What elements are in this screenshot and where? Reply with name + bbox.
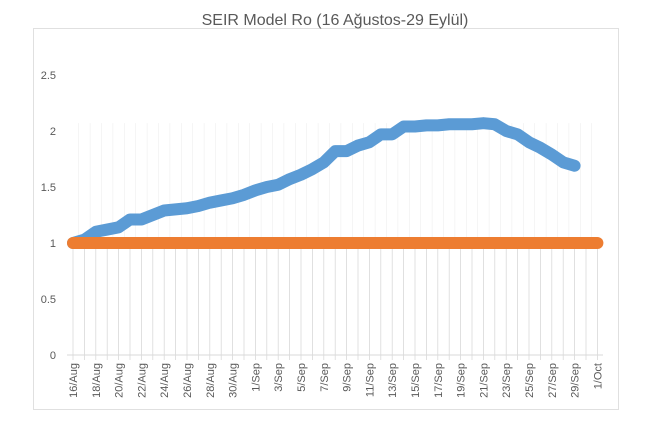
x-tick-label: 25/Sep xyxy=(524,363,536,398)
x-tick-label: 24/Aug xyxy=(159,363,171,398)
chart-title: SEIR Model Ro (16 Ağustos-29 Eylül) xyxy=(201,12,469,29)
series-line-ro xyxy=(67,117,581,249)
x-tick-label: 1/Oct xyxy=(592,363,604,389)
x-tick-label: 22/Aug xyxy=(136,363,148,398)
x-tick-label: 30/Aug xyxy=(228,363,240,398)
x-tick-label: 3/Sep xyxy=(273,363,285,392)
x-tick-label: 19/Sep xyxy=(456,363,468,398)
x-tick-label: 21/Sep xyxy=(478,363,490,398)
x-tick-label: 13/Sep xyxy=(387,363,399,398)
x-tick-label: 1/Sep xyxy=(250,363,262,392)
x-tick-label: 15/Sep xyxy=(410,363,422,398)
x-tick-label: 28/Aug xyxy=(205,363,217,398)
x-tick-label: 26/Aug xyxy=(182,363,194,398)
x-tick-label: 17/Sep xyxy=(433,363,445,398)
y-tick-label: 2.5 xyxy=(41,70,56,82)
y-tick-label: 0 xyxy=(50,350,56,362)
x-tick-label: 18/Aug xyxy=(91,363,103,398)
y-tick-label: 1.5 xyxy=(41,182,56,194)
x-tick-label: 11/Sep xyxy=(364,363,376,397)
x-tick-label: 16/Aug xyxy=(68,363,80,398)
x-tick-label: 5/Sep xyxy=(296,363,308,392)
y-tick-label: 0.5 xyxy=(41,294,56,306)
x-tick-label: 9/Sep xyxy=(342,363,354,392)
x-tick-label: 7/Sep xyxy=(319,363,331,392)
y-tick-label: 2 xyxy=(50,126,56,138)
x-tick-label: 20/Aug xyxy=(114,363,126,398)
x-tick-label: 23/Sep xyxy=(501,363,513,398)
x-tick-label: 27/Sep xyxy=(547,363,559,398)
y-tick-label: 1 xyxy=(50,238,56,250)
x-tick-label: 29/Sep xyxy=(570,363,582,398)
